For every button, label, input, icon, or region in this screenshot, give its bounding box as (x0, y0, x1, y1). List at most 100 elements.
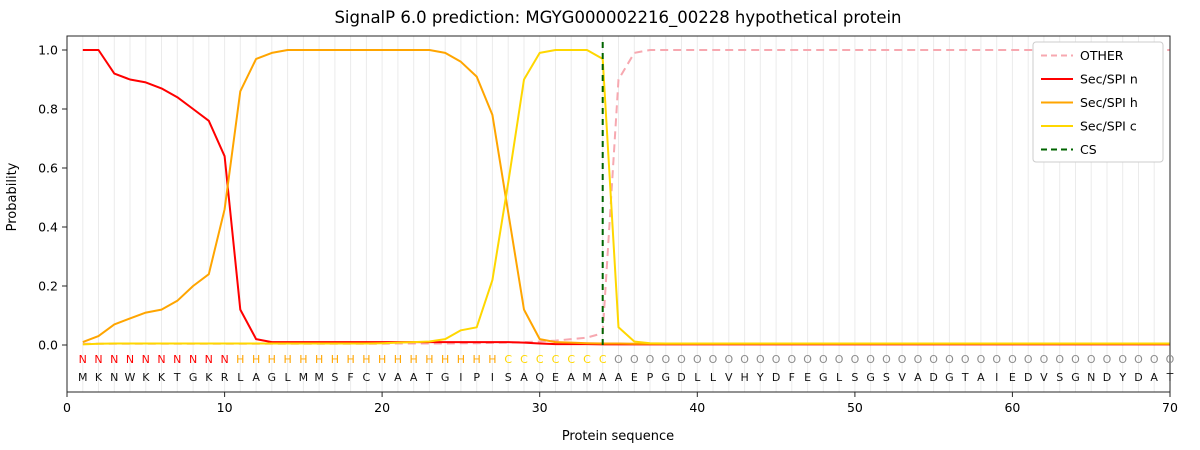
sequence-letter: G (1071, 371, 1080, 384)
sequence-letter: D (677, 371, 685, 384)
y-tick-label: 1.0 (38, 43, 58, 58)
region-letter: H (299, 353, 307, 366)
sequence-letter: M (314, 371, 324, 384)
region-letter: N (142, 353, 150, 366)
sequence-letter: N (1087, 371, 1095, 384)
sequence-letter: L (694, 371, 701, 384)
sequence-letter: K (95, 371, 103, 384)
series-line-sec-spi-c (82, 49, 1170, 346)
sequence-letter: Y (756, 371, 764, 384)
sequence-letter: D (929, 371, 937, 384)
sequence-letter: G (189, 371, 198, 384)
region-letter: H (410, 353, 418, 366)
legend-label: CS (1080, 142, 1097, 157)
plot-frame (66, 35, 1171, 393)
region-letter: C (583, 353, 591, 366)
y-tick-label: 0.0 (38, 338, 58, 353)
axis-ticks: 0 10 20 30 40 50 60 70 0.0 0.2 0.4 0.6 0.8 1.0 (38, 43, 1178, 416)
region-letter: O (882, 353, 891, 366)
sequence-letter: P (647, 371, 654, 384)
sequence-letter: T (1166, 371, 1174, 384)
sequence-letter: G (441, 371, 450, 384)
region-letter: O (1134, 353, 1143, 366)
x-tick-label: 50 (847, 400, 863, 415)
region-letter: O (819, 353, 828, 366)
region-letter: O (945, 353, 954, 366)
sequence-letter: M (299, 371, 309, 384)
legend-label: Sec/SPI c (1080, 119, 1137, 134)
region-letter: O (866, 353, 875, 366)
sequence-letter: D (1134, 371, 1142, 384)
plot-border (66, 35, 1171, 393)
region-letter: N (189, 353, 197, 366)
sequence-letter: E (804, 371, 811, 384)
region-letter: H (441, 353, 449, 366)
sequence-letter: V (1040, 371, 1048, 384)
sequence-letter: H (740, 371, 748, 384)
sequence-letter: G (662, 371, 671, 384)
region-letter: O (1103, 353, 1112, 366)
region-letter: O (709, 353, 718, 366)
sequence-letter: Q (535, 371, 544, 384)
sequence-letter: E (1009, 371, 1016, 384)
sequence-letter: Y (1118, 371, 1126, 384)
sequence-letter: W (125, 371, 136, 384)
sequence-letter: S (1056, 371, 1063, 384)
sequence-letter: G (945, 371, 954, 384)
region-letter: O (803, 353, 812, 366)
region-letter: H (252, 353, 260, 366)
sequence-letter: L (710, 371, 717, 384)
x-tick-label: 10 (217, 400, 233, 415)
region-letter: H (457, 353, 465, 366)
y-tick-label: 0.8 (38, 102, 58, 117)
legend: OTHER Sec/SPI n Sec/SPI h Sec/SPI c CS (1032, 41, 1164, 163)
legend-label: Sec/SPI h (1080, 95, 1138, 110)
sequence-letter: M (78, 371, 88, 384)
sequence-letter: I (491, 371, 494, 384)
sequence-letter: A (599, 371, 607, 384)
sequence-letter: L (836, 371, 843, 384)
sequence-letter: A (914, 371, 922, 384)
sequence-letter: G (819, 371, 828, 384)
sequence-letter: A (567, 371, 575, 384)
y-tick-label: 0.4 (38, 220, 58, 235)
sequence-letter: G (866, 371, 875, 384)
region-letter: O (724, 353, 733, 366)
region-letter: O (1055, 353, 1064, 366)
sequence-letter: V (725, 371, 733, 384)
chart-title: SignalP 6.0 prediction: MGYG000002216_00… (334, 8, 901, 28)
region-letter: O (646, 353, 655, 366)
sequence-letter: S (883, 371, 890, 384)
region-letter: N (157, 353, 165, 366)
sequence-letter: S (505, 371, 512, 384)
sequence-letter: T (961, 371, 969, 384)
region-letter: O (929, 353, 938, 366)
sequence-letters: NMNKNNNWNKNKNTNGNKNRHLHAHGHLHMHMHSHFHCHV… (78, 353, 1175, 384)
sequence-letter: A (394, 371, 402, 384)
sequence-letter: M (582, 371, 592, 384)
region-letter: O (851, 353, 860, 366)
y-axis-label: Probability (5, 162, 20, 231)
region-letter: H (268, 353, 276, 366)
region-letter: N (220, 353, 228, 366)
region-letter: O (1087, 353, 1096, 366)
y-tick-label: 0.2 (38, 279, 58, 294)
region-letter: O (1071, 353, 1080, 366)
region-letter: O (992, 353, 1001, 366)
region-letter: O (630, 353, 639, 366)
region-letter: H (473, 353, 481, 366)
series-lines (82, 42, 1170, 346)
region-letter: O (614, 353, 623, 366)
x-tick-label: 30 (532, 400, 548, 415)
sequence-letter: G (268, 371, 277, 384)
region-letter: N (110, 353, 118, 366)
x-tick-label: 20 (374, 400, 390, 415)
region-letter: C (567, 353, 575, 366)
sequence-letter: K (158, 371, 166, 384)
region-letter: N (205, 353, 213, 366)
region-letter: O (1166, 353, 1175, 366)
legend-label: Sec/SPI n (1080, 72, 1138, 87)
region-letter: O (772, 353, 781, 366)
sequence-letter: I (995, 371, 998, 384)
